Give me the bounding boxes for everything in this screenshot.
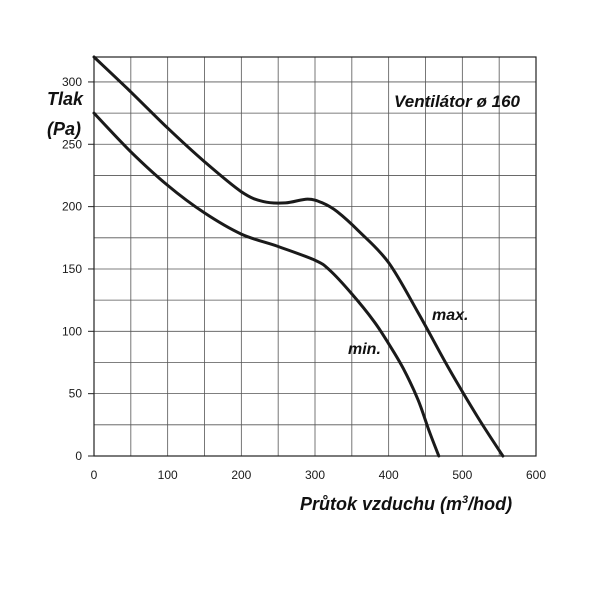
y-tick-label: 100: [62, 324, 82, 338]
series: [92, 55, 505, 458]
y-axis-ticks: 0 50 100 150 200 250 300: [62, 75, 94, 463]
y-tick-label: 300: [62, 75, 82, 89]
series-label-min: min.: [348, 341, 381, 358]
y-tick-label: 0: [75, 449, 82, 463]
x-tick-label: 100: [158, 468, 178, 482]
series-line-min: [92, 111, 441, 458]
chart-title: Ventilátor ø 160: [394, 92, 521, 111]
series-label-max: max.: [432, 307, 468, 324]
x-axis-label: Průtok vzduchu (m3/hod): [300, 494, 512, 514]
x-tick-label: 300: [305, 468, 325, 482]
y-axis-unit: (Pa): [47, 119, 81, 139]
x-axis-ticks: 0 100 200 300 400 500 600: [91, 468, 547, 482]
y-axis-label: Tlak: [47, 89, 84, 109]
x-tick-label: 200: [231, 468, 251, 482]
y-tick-label: 200: [62, 200, 82, 214]
x-tick-label: 500: [452, 468, 472, 482]
y-tick-label: 250: [62, 137, 82, 151]
series-line-max: [92, 55, 505, 458]
x-axis-label-tail: /hod): [467, 494, 512, 514]
grid: [94, 57, 536, 456]
y-tick-label: 50: [69, 387, 83, 401]
x-axis-label-sup: 3: [462, 494, 468, 506]
y-tick-label: 150: [62, 262, 82, 276]
x-axis-label-main: Průtok vzduchu (m: [300, 494, 462, 514]
x-tick-label: 400: [379, 468, 399, 482]
x-tick-label: 600: [526, 468, 546, 482]
x-tick-label: 0: [91, 468, 98, 482]
plot-frame: [93, 56, 537, 457]
